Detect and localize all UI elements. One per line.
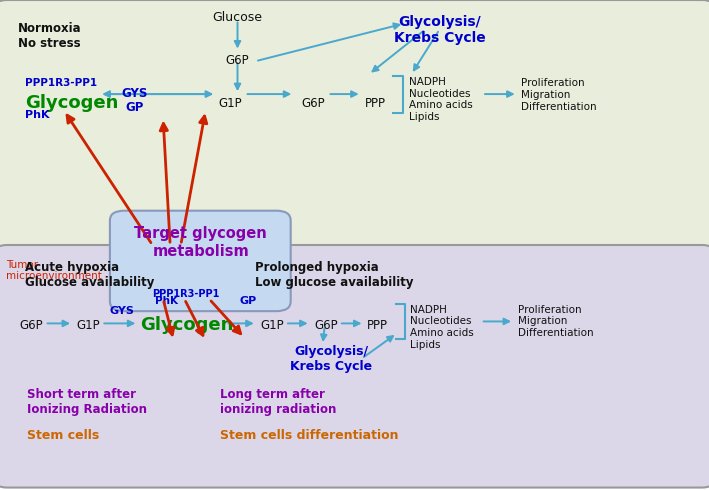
Text: Glycogen: Glycogen (25, 94, 118, 112)
Text: G6P: G6P (301, 97, 325, 110)
Text: Prolonged hypoxia
Low glucose availability: Prolonged hypoxia Low glucose availabili… (255, 261, 414, 289)
FancyBboxPatch shape (110, 211, 291, 311)
Text: G1P: G1P (77, 319, 100, 333)
Text: GP: GP (125, 101, 144, 115)
Text: Stem cells differentiation: Stem cells differentiation (220, 429, 398, 442)
Text: Normoxia
No stress: Normoxia No stress (18, 22, 82, 50)
Text: Glucose: Glucose (213, 11, 262, 24)
Text: PPP: PPP (367, 319, 389, 333)
Text: G6P: G6P (225, 54, 250, 67)
FancyBboxPatch shape (0, 245, 709, 488)
Text: Glycolysis/
Krebs Cycle: Glycolysis/ Krebs Cycle (393, 15, 486, 45)
Text: Proliferation
Migration
Differentiation: Proliferation Migration Differentiation (518, 305, 593, 338)
Text: G1P: G1P (218, 97, 242, 110)
Text: Glycolysis/
Krebs Cycle: Glycolysis/ Krebs Cycle (290, 345, 372, 373)
Text: Acute hypoxia
Glucose availability: Acute hypoxia Glucose availability (25, 261, 154, 289)
Text: G6P: G6P (314, 319, 337, 333)
Text: NADPH
Nucleotides
Amino acids
Lipids: NADPH Nucleotides Amino acids Lipids (409, 77, 473, 122)
Text: Stem cells: Stem cells (27, 429, 99, 442)
Text: PPP1R3-PP1: PPP1R3-PP1 (25, 78, 97, 88)
Text: Short term after
Ionizing Radiation: Short term after Ionizing Radiation (27, 388, 147, 416)
Text: GP: GP (240, 296, 257, 306)
Text: GYS: GYS (121, 87, 148, 100)
Text: NADPH
Nucleotides
Amino acids
Lipids: NADPH Nucleotides Amino acids Lipids (410, 305, 474, 349)
Text: G6P: G6P (19, 319, 43, 333)
Text: Tumor
microenvironment: Tumor microenvironment (6, 260, 101, 281)
Text: PhK: PhK (25, 110, 50, 120)
Text: GYS: GYS (110, 306, 135, 316)
Text: Long term after
ionizing radiation: Long term after ionizing radiation (220, 388, 336, 416)
Text: Target glycogen
metabolism: Target glycogen metabolism (134, 226, 267, 259)
Text: PPP1R3-PP1: PPP1R3-PP1 (152, 289, 220, 299)
FancyBboxPatch shape (0, 0, 709, 252)
Text: Glycogen: Glycogen (140, 316, 234, 334)
Text: PPP: PPP (365, 97, 386, 110)
Text: PhK: PhK (155, 296, 177, 306)
Text: G1P: G1P (260, 319, 284, 333)
Text: Proliferation
Migration
Differentiation: Proliferation Migration Differentiation (521, 78, 597, 112)
